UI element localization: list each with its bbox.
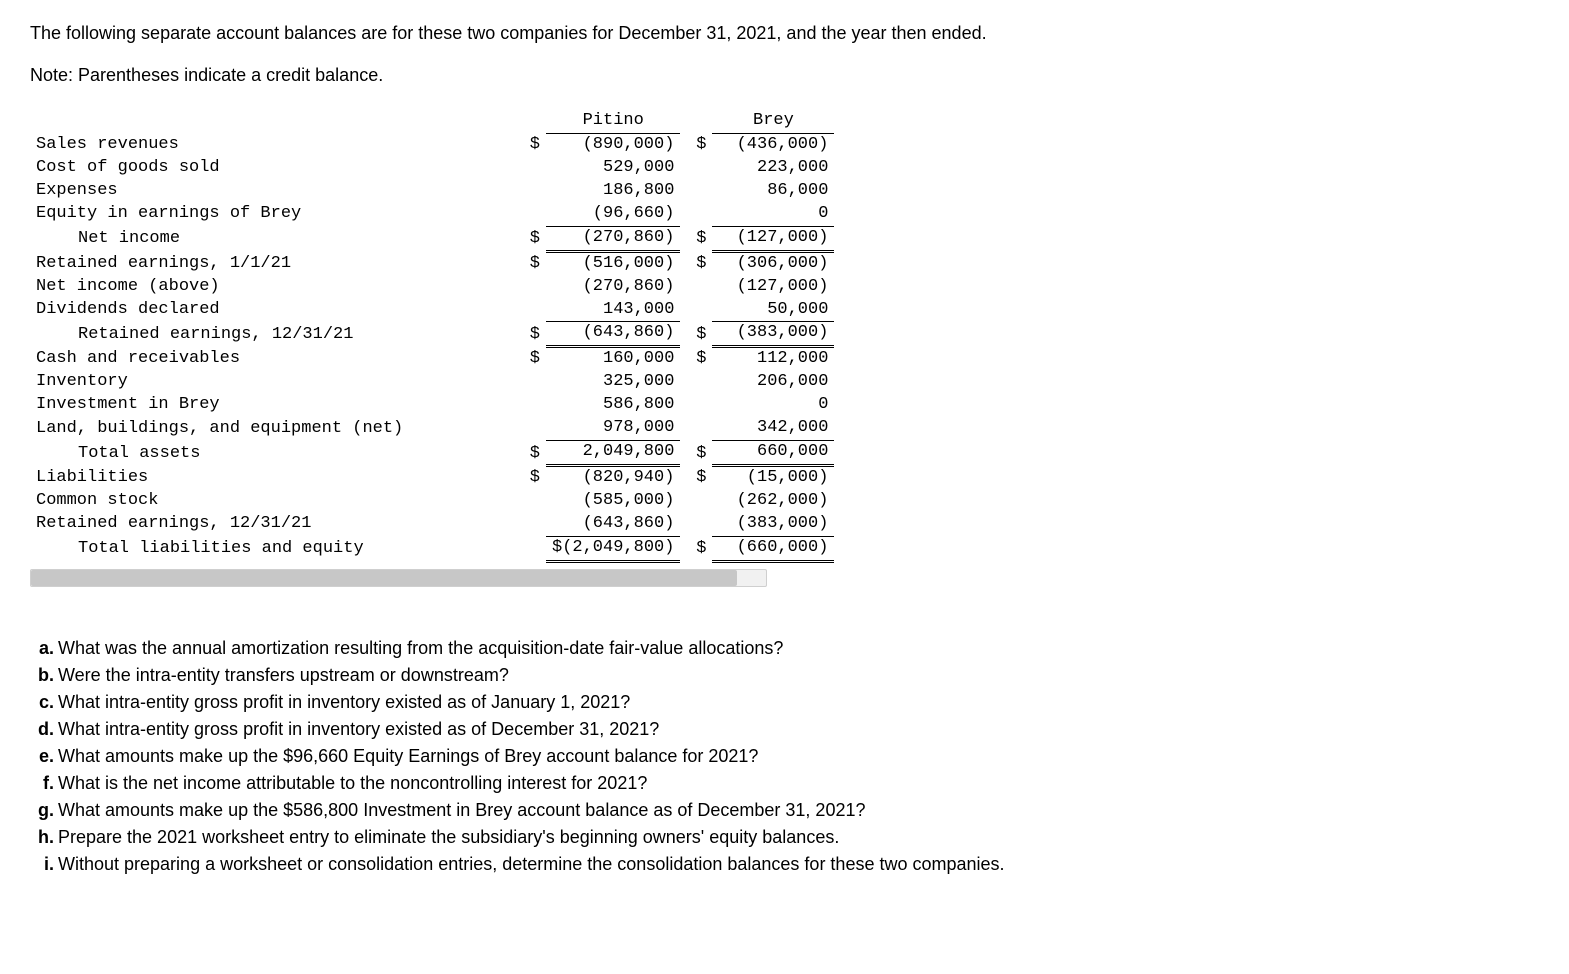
row-re-begin: Retained earnings, 1/1/21 $ (516,000) $ …: [30, 251, 834, 275]
row-common-stock: Common stock (585,000) (262,000): [30, 490, 834, 513]
row-expenses: Expenses 186,800 86,000: [30, 180, 834, 203]
question-b: b. Were the intra-entity transfers upstr…: [30, 662, 1539, 689]
row-cogs: Cost of goods sold 529,000 223,000: [30, 157, 834, 180]
scrollbar-thumb[interactable]: [31, 570, 737, 586]
question-a: a. What was the annual amortization resu…: [30, 635, 1539, 662]
question-d: d. What intra-entity gross profit in inv…: [30, 716, 1539, 743]
horizontal-scrollbar[interactable]: [30, 569, 767, 587]
row-inv-brey: Investment in Brey 586,800 0: [30, 394, 834, 417]
row-net-income: Net income $ (270,860) $ (127,000): [30, 226, 834, 251]
note-paragraph: Note: Parentheses indicate a credit bala…: [30, 65, 1539, 86]
row-cash: Cash and receivables $ 160,000 $ 112,000: [30, 347, 834, 371]
row-dividends: Dividends declared 143,000 50,000: [30, 299, 834, 322]
row-re-end-2: Retained earnings, 12/31/21 (643,860) (3…: [30, 513, 834, 536]
row-re-end: Retained earnings, 12/31/21 $ (643,860) …: [30, 322, 834, 347]
row-ni-above: Net income (above) (270,860) (127,000): [30, 276, 834, 299]
col-header-pitino: Pitino: [546, 110, 680, 133]
row-sales: Sales revenues $ (890,000) $ (436,000): [30, 133, 834, 156]
question-h: h. Prepare the 2021 worksheet entry to e…: [30, 824, 1539, 851]
row-liabilities: Liabilities $ (820,940) $ (15,000): [30, 466, 834, 490]
question-i: i. Without preparing a worksheet or cons…: [30, 851, 1539, 878]
col-header-brey: Brey: [712, 110, 834, 133]
row-land: Land, buildings, and equipment (net) 978…: [30, 417, 834, 440]
financial-table: Pitino Brey Sales revenues $ (890,000) $…: [30, 110, 834, 563]
question-f: f. What is the net income attributable t…: [30, 770, 1539, 797]
row-total-assets: Total assets $ 2,049,800 $ 660,000: [30, 441, 834, 466]
questions-list: a. What was the annual amortization resu…: [30, 635, 1539, 878]
row-total-le: Total liabilities and equity $(2,049,800…: [30, 536, 834, 561]
question-g: g. What amounts make up the $586,800 Inv…: [30, 797, 1539, 824]
question-c: c. What intra-entity gross profit in inv…: [30, 689, 1539, 716]
table-header-row: Pitino Brey: [30, 110, 834, 133]
intro-paragraph: The following separate account balances …: [30, 20, 1539, 47]
row-equity-brey: Equity in earnings of Brey (96,660) 0: [30, 203, 834, 226]
row-inventory: Inventory 325,000 206,000: [30, 371, 834, 394]
question-e: e. What amounts make up the $96,660 Equi…: [30, 743, 1539, 770]
